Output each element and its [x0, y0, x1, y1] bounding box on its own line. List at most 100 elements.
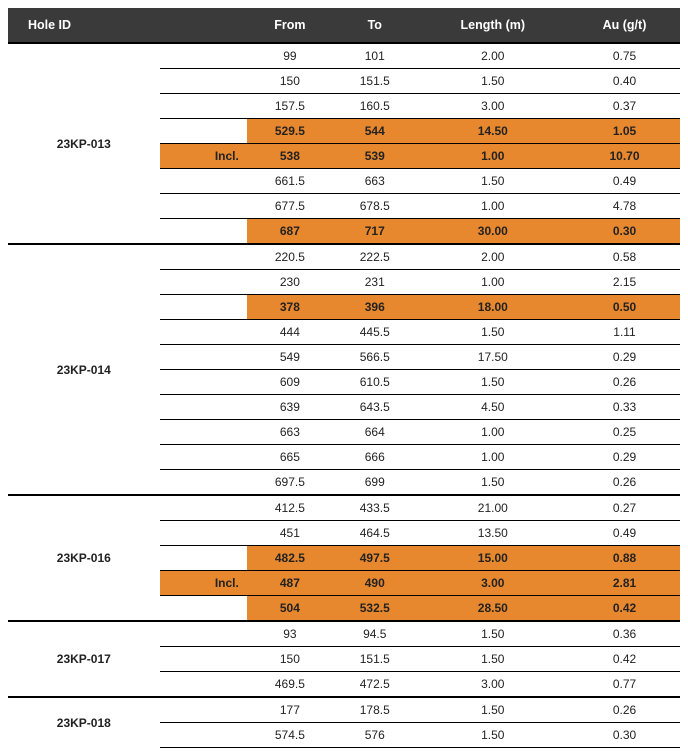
cell-from: 150 [247, 69, 333, 94]
cell-length: 17.50 [417, 345, 569, 370]
cell-to: 178.5 [333, 697, 417, 723]
incl-cell [160, 43, 247, 69]
cell-length: 30.00 [417, 219, 569, 245]
cell-from: 609 [247, 370, 333, 395]
cell-au: 0.25 [569, 420, 680, 445]
cell-to: 222.5 [333, 244, 417, 270]
cell-au: 0.88 [569, 546, 680, 571]
drill-results-table: Hole ID From To Length (m) Au (g/t) 23KP… [8, 8, 680, 748]
cell-length: 3.00 [417, 94, 569, 119]
cell-from: 663 [247, 420, 333, 445]
cell-from: 157.5 [247, 94, 333, 119]
incl-cell: Incl. [160, 144, 247, 169]
cell-from: 574.5 [247, 723, 333, 748]
cell-length: 1.00 [417, 420, 569, 445]
cell-au: 0.42 [569, 596, 680, 622]
incl-cell [160, 647, 247, 672]
cell-length: 28.50 [417, 596, 569, 622]
cell-length: 1.50 [417, 647, 569, 672]
cell-to: 472.5 [333, 672, 417, 698]
cell-length: 2.00 [417, 244, 569, 270]
cell-au: 1.11 [569, 320, 680, 345]
incl-cell [160, 194, 247, 219]
cell-au: 0.42 [569, 647, 680, 672]
hole-id-cell: 23KP-017 [8, 621, 160, 697]
cell-to: 532.5 [333, 596, 417, 622]
cell-au: 4.78 [569, 194, 680, 219]
incl-cell [160, 320, 247, 345]
cell-length: 1.50 [417, 169, 569, 194]
cell-from: 150 [247, 647, 333, 672]
cell-to: 666 [333, 445, 417, 470]
cell-to: 544 [333, 119, 417, 144]
cell-au: 0.75 [569, 43, 680, 69]
cell-length: 2.00 [417, 43, 569, 69]
incl-cell [160, 295, 247, 320]
cell-au: 0.49 [569, 169, 680, 194]
incl-cell [160, 370, 247, 395]
cell-length: 3.00 [417, 672, 569, 698]
incl-cell [160, 395, 247, 420]
cell-au: 0.49 [569, 521, 680, 546]
cell-length: 14.50 [417, 119, 569, 144]
cell-au: 0.26 [569, 697, 680, 723]
cell-from: 230 [247, 270, 333, 295]
cell-from: 444 [247, 320, 333, 345]
incl-cell [160, 470, 247, 496]
incl-cell [160, 621, 247, 647]
cell-au: 0.29 [569, 345, 680, 370]
cell-to: 151.5 [333, 647, 417, 672]
cell-from: 665 [247, 445, 333, 470]
cell-length: 15.00 [417, 546, 569, 571]
cell-au: 2.81 [569, 571, 680, 596]
table-header-row: Hole ID From To Length (m) Au (g/t) [8, 8, 680, 43]
cell-length: 1.00 [417, 144, 569, 169]
cell-au: 0.37 [569, 94, 680, 119]
incl-cell [160, 697, 247, 723]
cell-au: 0.50 [569, 295, 680, 320]
col-hole-id: Hole ID [8, 8, 247, 43]
cell-to: 94.5 [333, 621, 417, 647]
col-to: To [333, 8, 417, 43]
hole-id-cell: 23KP-014 [8, 244, 160, 495]
cell-au: 0.26 [569, 370, 680, 395]
cell-to: 396 [333, 295, 417, 320]
cell-from: 93 [247, 621, 333, 647]
cell-from: 529.5 [247, 119, 333, 144]
cell-au: 0.30 [569, 723, 680, 748]
cell-from: 177 [247, 697, 333, 723]
cell-au: 0.58 [569, 244, 680, 270]
cell-au: 0.33 [569, 395, 680, 420]
hole-id-cell: 23KP-018 [8, 697, 160, 748]
cell-length: 1.00 [417, 270, 569, 295]
cell-to: 566.5 [333, 345, 417, 370]
incl-cell [160, 521, 247, 546]
cell-from: 469.5 [247, 672, 333, 698]
cell-to: 643.5 [333, 395, 417, 420]
cell-from: 677.5 [247, 194, 333, 219]
cell-au: 0.26 [569, 470, 680, 496]
incl-cell [160, 546, 247, 571]
incl-cell [160, 219, 247, 245]
cell-to: 610.5 [333, 370, 417, 395]
cell-length: 1.50 [417, 320, 569, 345]
col-length: Length (m) [417, 8, 569, 43]
incl-cell [160, 119, 247, 144]
cell-length: 18.00 [417, 295, 569, 320]
incl-cell [160, 69, 247, 94]
table-row: 23KP-013991012.000.75 [8, 43, 680, 69]
cell-length: 1.50 [417, 723, 569, 748]
cell-from: 482.5 [247, 546, 333, 571]
table-row: 23KP-014220.5222.52.000.58 [8, 244, 680, 270]
cell-au: 0.27 [569, 495, 680, 521]
cell-to: 151.5 [333, 69, 417, 94]
cell-from: 378 [247, 295, 333, 320]
cell-from: 549 [247, 345, 333, 370]
cell-from: 661.5 [247, 169, 333, 194]
cell-length: 4.50 [417, 395, 569, 420]
cell-to: 490 [333, 571, 417, 596]
incl-cell [160, 270, 247, 295]
cell-au: 1.05 [569, 119, 680, 144]
cell-au: 0.30 [569, 219, 680, 245]
table-body: 23KP-013991012.000.75150151.51.500.40157… [8, 43, 680, 748]
